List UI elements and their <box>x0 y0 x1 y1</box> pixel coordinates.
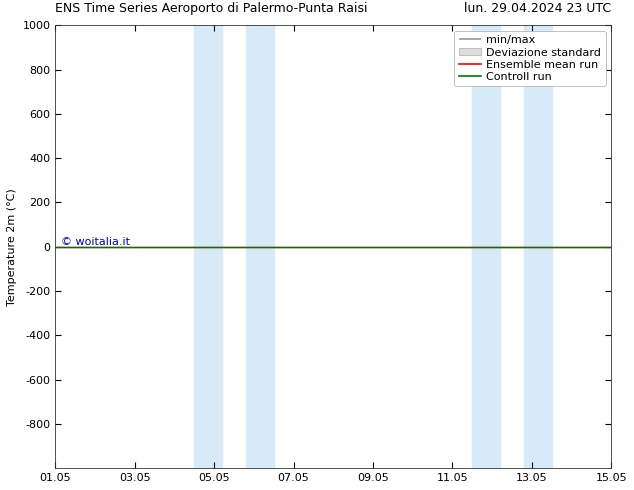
Bar <box>524 25 552 468</box>
Text: ENS Time Series Aeroporto di Palermo-Punta Raisi: ENS Time Series Aeroporto di Palermo-Pun… <box>55 2 368 16</box>
Bar <box>472 25 500 468</box>
Legend: min/max, Deviazione standard, Ensemble mean run, Controll run: min/max, Deviazione standard, Ensemble m… <box>454 31 605 86</box>
Text: © woitalia.it: © woitalia.it <box>61 237 130 247</box>
Bar <box>195 25 222 468</box>
Text: lun. 29.04.2024 23 UTC: lun. 29.04.2024 23 UTC <box>464 2 611 16</box>
Y-axis label: Temperature 2m (°C): Temperature 2m (°C) <box>7 188 17 306</box>
Bar <box>246 25 274 468</box>
